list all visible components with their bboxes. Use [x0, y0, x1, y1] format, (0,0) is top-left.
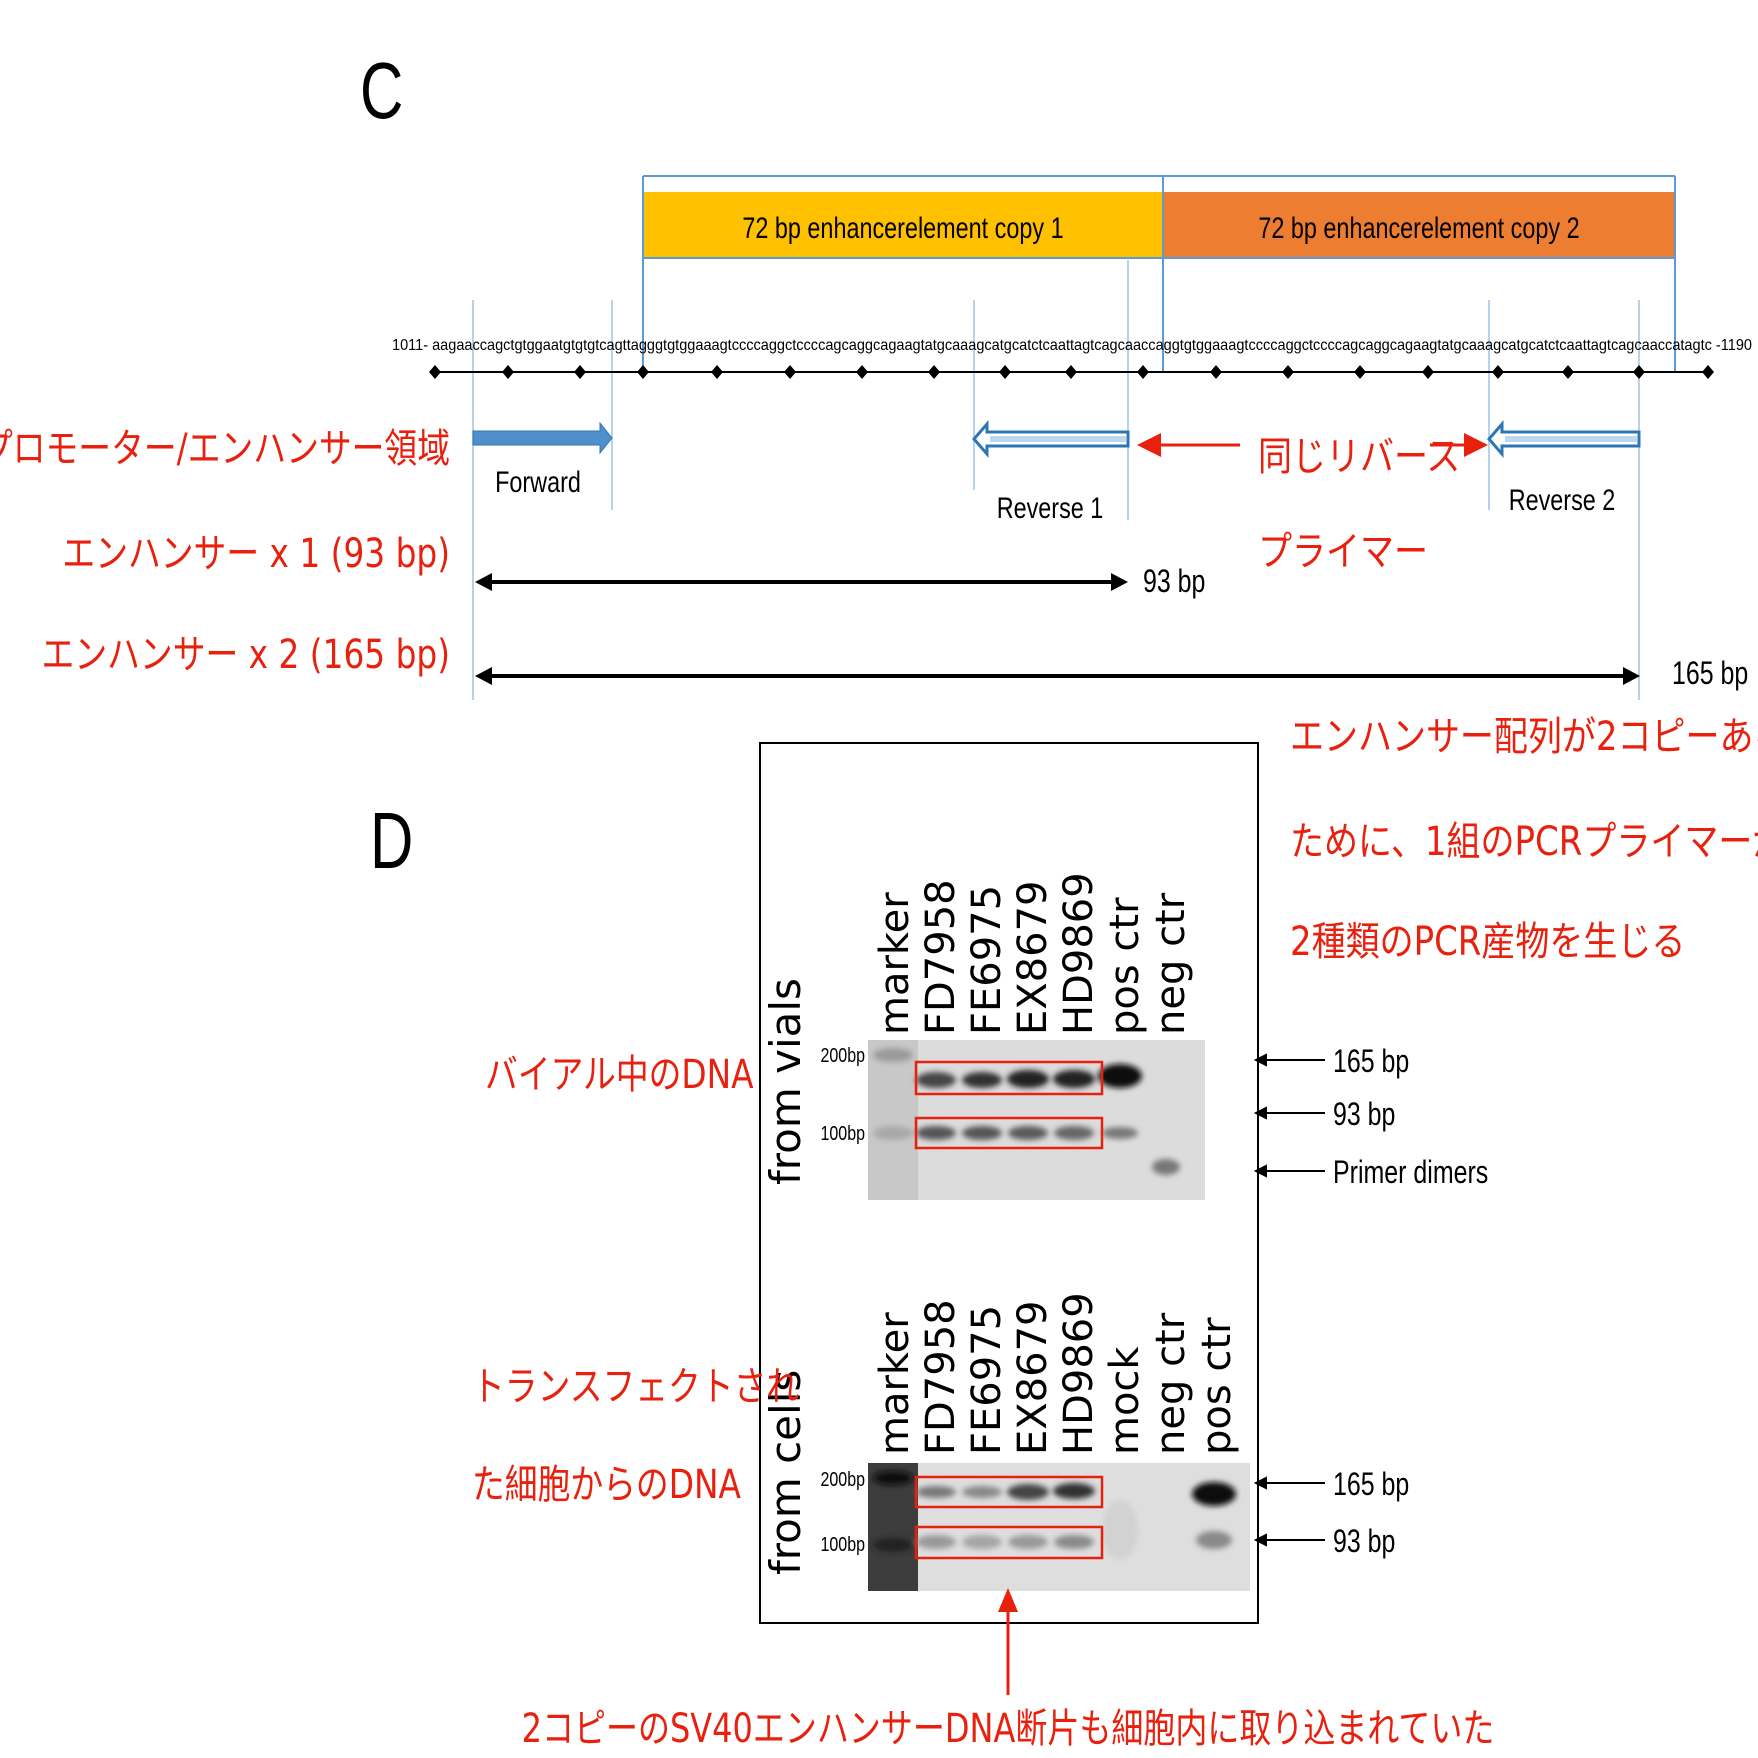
cells-jp-label-2: た細胞からのDNA — [472, 1461, 741, 1508]
vials-ladder-100: 100bp — [821, 1122, 865, 1144]
reverse1-primer-arrow — [972, 419, 1130, 459]
vials-side-label: from vials — [761, 978, 810, 1185]
enhancer-copy1-box: 72 bp enhancerelement copy 1 — [643, 192, 1163, 258]
vials-lane-marker: marker — [872, 892, 918, 1035]
forward-primer-label: Forward — [495, 465, 581, 498]
cells-lane-fd7958: FD7958 — [918, 1299, 964, 1455]
enhancer-x2-label: エンハンサー x 2 (165 bp) — [42, 631, 450, 678]
vials-arrow-165: 165 bp — [1333, 1044, 1409, 1080]
same-reverse-text-1: 同じリバース — [1258, 433, 1460, 479]
cells-lane-hd9869: HD9869 — [1056, 1292, 1102, 1455]
cells-side-label: from cells — [761, 1370, 810, 1575]
note-line-1: エンハンサー配列が2コピーある — [1290, 713, 1758, 759]
enhancer-copy1-label: 72 bp enhancerelement copy 1 — [742, 211, 1063, 244]
enhancer-x1-label: エンハンサー x 1 (93 bp) — [62, 530, 450, 577]
panel-d-label: D — [370, 796, 413, 885]
cells-band-highlights — [914, 1475, 1104, 1560]
vials-lane-fd7958: FD7958 — [918, 879, 964, 1035]
enhancer-copy2-label: 72 bp enhancerelement copy 2 — [1258, 211, 1579, 244]
vials-size-arrows — [1253, 1053, 1325, 1178]
vials-lane-hd9869: HD9869 — [1056, 872, 1102, 1035]
primer-guide-lines — [472, 260, 1640, 700]
cells-lane-fe6975: FE6975 — [964, 1305, 1010, 1455]
product-165bp-label: 165 bp — [1672, 656, 1748, 692]
cells-ladder-200: 200bp — [821, 1468, 865, 1490]
reverse1-primer-label: Reverse 1 — [997, 491, 1104, 524]
cells-lane-mock: mock — [1102, 1346, 1148, 1455]
reverse2-primer-arrow — [1487, 419, 1641, 459]
cells-lane-labels: marker FD7958 FE6975 EX8679 HD9869 mock … — [872, 1292, 1240, 1455]
product-93bp-label: 93 bp — [1143, 564, 1205, 600]
vials-gel-image — [868, 1040, 1205, 1200]
reverse2-primer-label: Reverse 2 — [1509, 483, 1616, 516]
vials-lane-pos-ctr: pos ctr — [1102, 897, 1148, 1035]
cells-jp-label-1: トランスフェクトされ — [472, 1363, 799, 1410]
region-label: SV40プロモーター/エンハンサー領域 — [0, 425, 450, 472]
vials-lane-labels: marker FD7958 FE6975 EX8679 HD9869 pos c… — [872, 872, 1194, 1035]
cells-arrow-93: 93 bp — [1333, 1524, 1395, 1560]
vials-band-highlights — [914, 1060, 1104, 1150]
product-165bp-arrow — [475, 667, 1640, 685]
sequence-ruler — [429, 365, 1714, 379]
enhancer-copy2-box: 72 bp enhancerelement copy 2 — [1163, 192, 1675, 258]
product-93bp-arrow — [475, 573, 1128, 591]
cells-lane-ex8679: EX8679 — [1010, 1301, 1056, 1455]
vials-ladder-200: 200bp — [821, 1044, 865, 1066]
vials-lane-neg-ctr: neg ctr — [1148, 892, 1194, 1035]
note-line-3: 2種類のPCR産物を生じる — [1290, 918, 1685, 964]
vials-jp-label: バイアル中のDNA — [485, 1051, 754, 1098]
enhancer-boundary-lines — [642, 175, 1676, 372]
forward-primer-arrow — [472, 421, 613, 455]
cells-lane-marker: marker — [872, 1312, 918, 1455]
cells-ladder-100: 100bp — [821, 1533, 865, 1555]
vials-lane-fe6975: FE6975 — [964, 885, 1010, 1035]
bottom-note: 2コピーのSV40エンハンサーDNA断片も細胞内に取り込まれていた — [522, 1704, 1495, 1751]
panel-c-label: C — [360, 46, 403, 135]
note-line-2: ために、1組のPCRプライマーが — [1290, 818, 1758, 864]
same-reverse-text-2: プライマー — [1258, 528, 1428, 574]
sequence-text: 1011- aagaaccagctgtggaatgtgtgtcagttagggt… — [392, 337, 1752, 354]
vials-lane-ex8679: EX8679 — [1010, 881, 1056, 1035]
vials-arrow-dimers: Primer dimers — [1333, 1155, 1488, 1191]
cells-lane-neg-ctr: neg ctr — [1148, 1312, 1194, 1455]
bottom-red-arrow — [998, 1588, 1018, 1695]
cells-size-arrows — [1253, 1476, 1325, 1547]
cells-arrow-165: 165 bp — [1333, 1467, 1409, 1503]
cells-lane-pos-ctr: pos ctr — [1194, 1317, 1240, 1455]
vials-arrow-93: 93 bp — [1333, 1097, 1395, 1133]
